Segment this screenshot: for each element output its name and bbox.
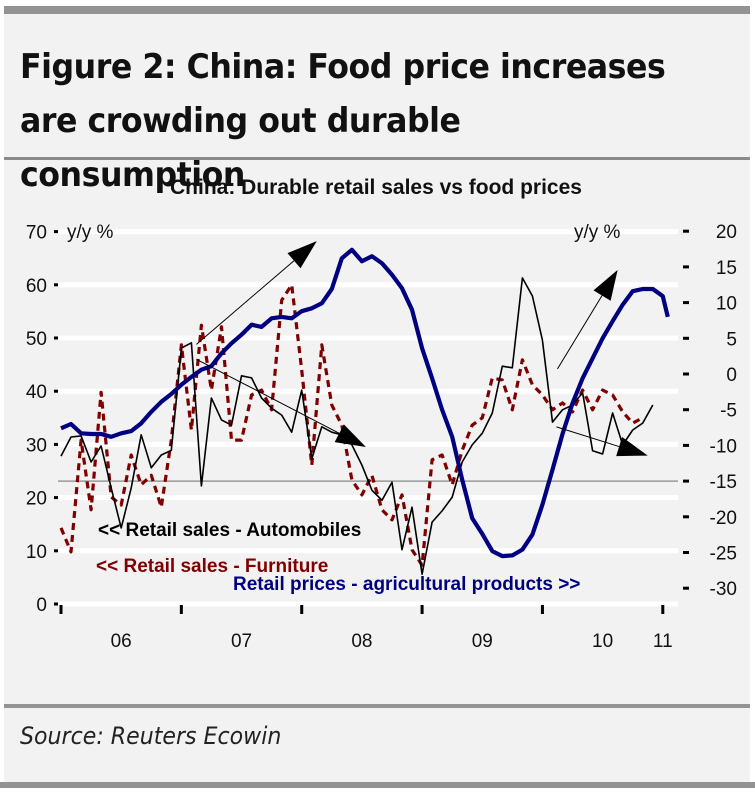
figure-title-line-1: Figure 2: China: Food price increases: [20, 47, 666, 87]
left-tick-mark: [54, 336, 58, 340]
left-tick-label: 40: [26, 382, 47, 403]
x-tick-mark: [540, 605, 544, 614]
bottom-rule: [0, 782, 755, 788]
gridlines: [58, 229, 678, 607]
left-tick-mark: [54, 442, 58, 446]
right-tick-label: 15: [716, 258, 737, 279]
arrow-head: [616, 437, 648, 457]
top-rule: [4, 6, 750, 14]
figure-title: Figure 2: China: Food price increases ar…: [20, 40, 690, 202]
left-tick-label: 30: [26, 435, 47, 456]
right-tick-mark: [683, 479, 689, 483]
right-tick-mark: [683, 443, 689, 447]
right-tick-label: -30: [710, 579, 737, 600]
x-tick-mark: [179, 605, 183, 614]
source-divider: [4, 704, 750, 708]
x-tick-mark: [661, 605, 665, 614]
legend-agri-prices: Retail prices - agricultural products >>: [233, 574, 580, 595]
right-tick-mark: [683, 336, 689, 340]
arrow-head: [334, 424, 366, 448]
x-axis: 06 07 08 09 10 11: [59, 605, 673, 652]
legend-furniture: << Retail sales - Furniture: [96, 556, 328, 577]
left-tick-label: 60: [26, 276, 47, 297]
x-tick-label: 09: [472, 631, 493, 652]
legend-automobiles: << Retail sales - Automobiles: [98, 520, 361, 541]
right-tick-mark: [683, 265, 689, 269]
right-tick-mark: [683, 586, 689, 590]
title-divider: [4, 157, 750, 160]
source-note: Source: Reuters Ecowin: [20, 722, 282, 750]
right-tick-mark: [683, 515, 689, 519]
x-tick-label: 08: [351, 631, 372, 652]
series-line-agri-prices: [60, 247, 670, 559]
x-tick-mark: [59, 605, 63, 614]
x-tick-label: 06: [111, 631, 132, 652]
x-tick-label: 11: [653, 631, 673, 652]
left-tick-label: 20: [26, 489, 47, 510]
series-layer: [59, 247, 670, 576]
arrow-shaft: [196, 260, 295, 345]
left-tick-label: 50: [26, 329, 47, 350]
arrow-shaft: [556, 426, 620, 448]
left-tick-mark: [54, 230, 58, 234]
arrow-shaft: [557, 295, 603, 370]
figure-title-line-2: are crowding out durable consumption: [20, 101, 461, 195]
left-axis: 0 10 20 30 40 50 60 70: [26, 223, 58, 616]
x-tick-mark: [420, 605, 424, 614]
right-axis-unit: y/y %: [574, 222, 621, 243]
right-tick-label: 10: [716, 294, 737, 315]
right-tick-mark: [683, 408, 689, 412]
annotation-arrows: [196, 241, 648, 457]
x-tick-label: 10: [592, 631, 613, 652]
right-tick-label: -25: [710, 544, 737, 565]
right-tick-label: -5: [720, 401, 737, 422]
right-tick-label: 0: [726, 365, 737, 386]
series-line-furniture: [59, 283, 644, 567]
right-tick-mark: [683, 372, 689, 376]
x-tick-mark: [300, 605, 304, 614]
right-tick-label: -10: [710, 436, 737, 457]
right-tick-mark: [683, 551, 689, 554]
left-tick-label: 0: [36, 595, 47, 616]
right-tick-label: -15: [710, 472, 737, 493]
left-tick-label: 70: [26, 223, 47, 244]
arrow-head: [593, 269, 618, 301]
right-tick-mark: [683, 301, 689, 305]
left-axis-unit: y/y %: [67, 222, 114, 243]
right-tick-label: -20: [710, 508, 737, 529]
arrow-head: [287, 241, 317, 269]
chart-title: China: Durable retail sales vs food pric…: [170, 176, 582, 199]
right-axis: -30 -25 -20 -15 -10 -5 0 5 10 15 20: [683, 222, 737, 600]
right-tick-label: 5: [726, 329, 737, 350]
left-tick-mark: [54, 549, 58, 553]
right-tick-label: 20: [716, 222, 737, 243]
left-tick-label: 10: [26, 542, 47, 563]
right-tick-mark: [683, 229, 689, 233]
left-tick-mark: [54, 283, 58, 287]
figure-panel: [4, 6, 750, 787]
left-tick-mark: [54, 496, 58, 500]
left-tick-mark: [54, 389, 58, 393]
left-tick-mark: [54, 602, 58, 606]
series-line-automobiles: [60, 277, 654, 576]
x-tick-label: 07: [231, 631, 252, 652]
arrow-shaft: [196, 358, 340, 434]
